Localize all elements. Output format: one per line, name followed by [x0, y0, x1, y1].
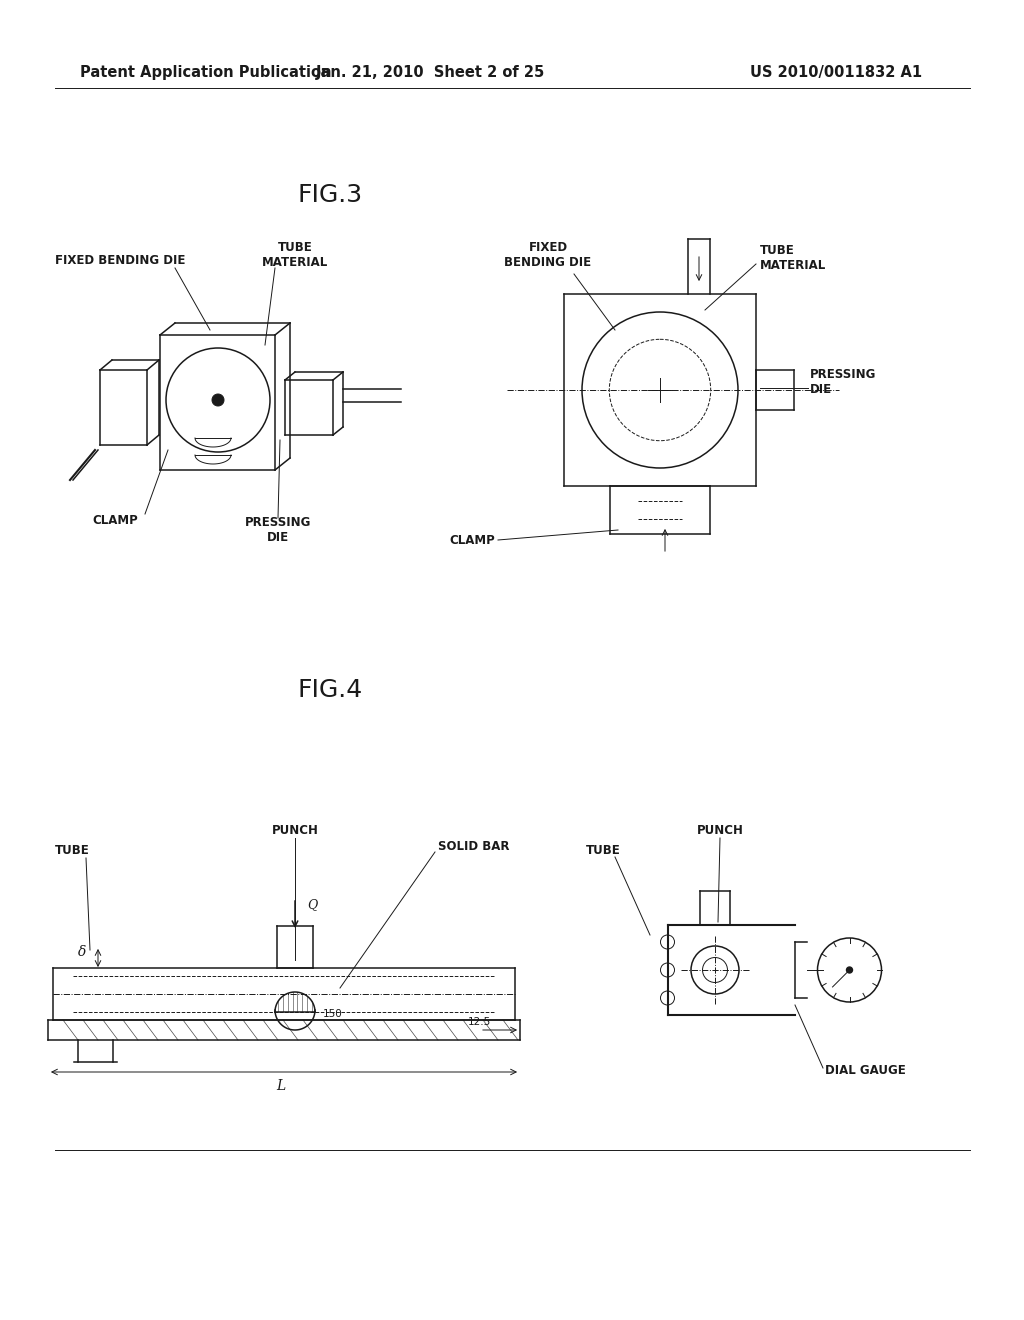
Text: Q: Q [307, 898, 317, 911]
Text: TUBE: TUBE [586, 843, 621, 857]
Text: PUNCH: PUNCH [696, 824, 743, 837]
Text: TUBE
MATERIAL: TUBE MATERIAL [262, 242, 328, 269]
Circle shape [212, 393, 224, 407]
Text: Patent Application Publication: Patent Application Publication [80, 65, 332, 79]
Text: PRESSING
DIE: PRESSING DIE [245, 516, 311, 544]
Text: CLAMP: CLAMP [92, 513, 138, 527]
Text: US 2010/0011832 A1: US 2010/0011832 A1 [750, 65, 923, 79]
Text: PRESSING
DIE: PRESSING DIE [810, 368, 877, 396]
Text: SOLID BAR: SOLID BAR [438, 841, 510, 854]
Text: TUBE: TUBE [54, 843, 89, 857]
Text: FIXED BENDING DIE: FIXED BENDING DIE [55, 253, 185, 267]
Text: 12.5: 12.5 [468, 1016, 492, 1027]
Text: DIAL GAUGE: DIAL GAUGE [825, 1064, 906, 1077]
Text: TUBE
MATERIAL: TUBE MATERIAL [760, 244, 826, 272]
Text: FIG.4: FIG.4 [297, 678, 362, 702]
Text: FIG.3: FIG.3 [297, 183, 362, 207]
Circle shape [847, 968, 853, 973]
Text: L: L [276, 1078, 286, 1093]
Text: FIXED
BENDING DIE: FIXED BENDING DIE [505, 242, 592, 269]
Text: PUNCH: PUNCH [271, 824, 318, 837]
Text: 150: 150 [323, 1008, 343, 1019]
Text: δ: δ [78, 945, 86, 960]
Text: Jan. 21, 2010  Sheet 2 of 25: Jan. 21, 2010 Sheet 2 of 25 [315, 65, 545, 79]
Text: CLAMP: CLAMP [450, 533, 495, 546]
